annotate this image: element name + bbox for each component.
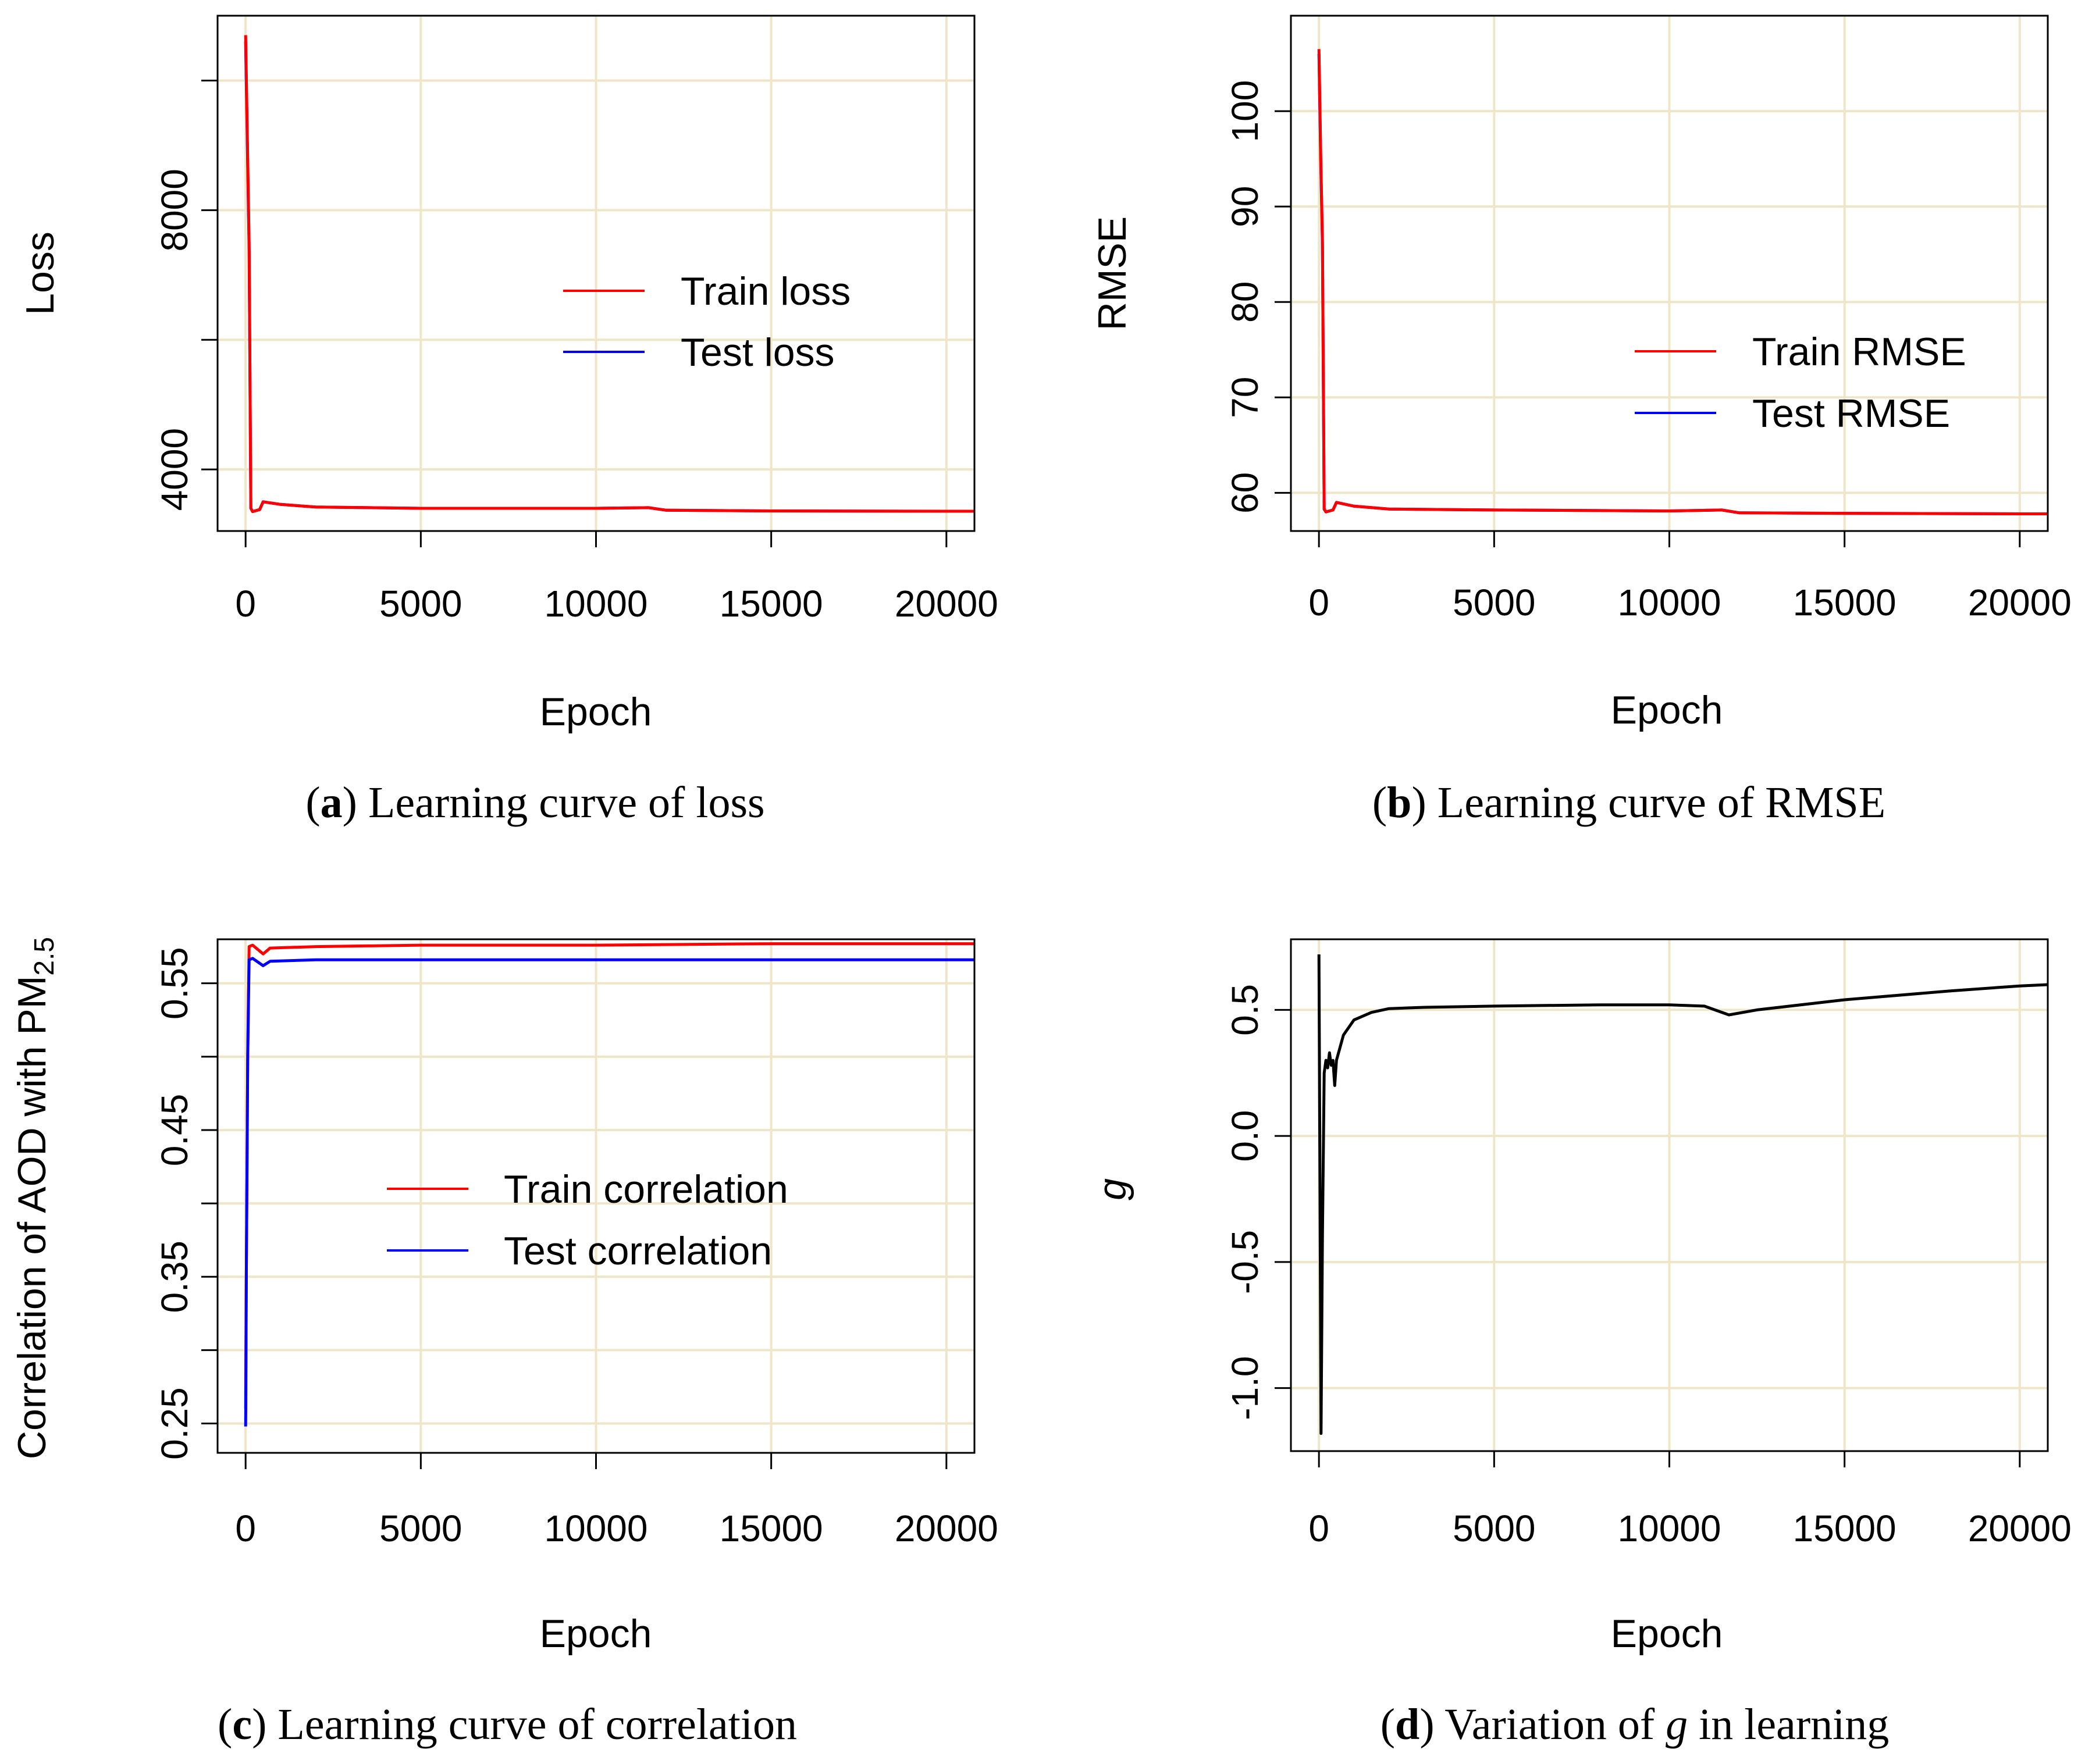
x-tick-label: 15000 — [1793, 582, 1897, 623]
x-tick-label: 0 — [235, 1508, 256, 1549]
series-line-train-loss — [244, 35, 974, 514]
y-tick-label: -1.0 — [1224, 1356, 1266, 1420]
legend-label-train-correlation: Train correlation — [504, 1167, 788, 1211]
panel-c-x-axis-title: Epoch — [540, 1612, 652, 1656]
panel-d-caption-label: d — [1395, 1700, 1419, 1749]
y-tick-label: 90 — [1224, 186, 1266, 227]
panel-c-y-axis-title: Correlation of AOD with PM2.5 — [10, 937, 60, 1459]
series-line-train-rmse — [1317, 49, 2048, 515]
x-tick-label: 5000 — [1453, 1508, 1535, 1549]
x-tick-label: 10000 — [545, 1508, 648, 1549]
x-tick-label: 0 — [1308, 582, 1329, 623]
legend-label-test-correlation: Test correlation — [504, 1229, 772, 1273]
panel-a-series — [244, 35, 974, 514]
panel-b-caption-text: Learning curve of RMSE — [1438, 778, 1885, 827]
y-tick-label: 0.35 — [154, 1241, 195, 1313]
y-tick-label: 8000 — [154, 169, 195, 251]
panel-b-series — [1317, 49, 2048, 515]
panel-a-x-axis-title: Epoch — [540, 690, 652, 734]
y-tick-label: 4000 — [154, 428, 195, 511]
panel-b-legend: Train RMSE Test RMSE — [1635, 330, 1966, 436]
x-tick-label: 10000 — [1618, 1508, 1721, 1549]
y-tick-label: 0.0 — [1224, 1110, 1266, 1162]
x-tick-label: 0 — [235, 583, 256, 625]
panel-d-g-variation-chart: 0 5000 10000 15000 20000 -1.0 -0.5 0.0 0.5 Epoc… — [1090, 938, 2072, 1749]
y-tick-label: 70 — [1224, 377, 1266, 418]
x-tick-label: 0 — [1308, 1508, 1329, 1549]
panel-a-caption-label: a — [321, 778, 343, 827]
panel-b-x-axis-title: Epoch — [1611, 688, 1723, 732]
panel-a-caption: (a) Learning curve of loss — [305, 778, 764, 827]
x-tick-label: 20000 — [1968, 582, 2072, 623]
panel-c-caption: (c) Learning curve of correlation — [218, 1700, 797, 1749]
series-line-test-correlation — [244, 957, 974, 1427]
y-tick-label: -0.5 — [1224, 1230, 1266, 1294]
x-tick-label: 20000 — [895, 583, 998, 625]
panel-a-grid — [218, 16, 974, 531]
panel-d-y-axis-title: g — [1090, 1178, 1134, 1200]
legend-label-test-loss: Test loss — [681, 330, 835, 375]
x-tick-label: 5000 — [379, 583, 462, 625]
series-line-test-rmse — [1317, 54, 2048, 515]
x-tick-label: 5000 — [1453, 582, 1535, 623]
panel-c-y-axis-title-main: Correlation of AOD with PM — [10, 976, 54, 1459]
y-tick-label: 0.25 — [154, 1387, 195, 1460]
panel-b-y-axis-title: RMSE — [1090, 216, 1134, 330]
panel-c-legend: Train correlation Test correlation — [387, 1167, 788, 1273]
panel-a-caption-text: Learning curve of loss — [368, 778, 765, 827]
panel-b-rmse-chart: 0 5000 10000 15000 20000 60 70 80 90 100 Epoch R… — [1090, 15, 2072, 827]
panel-c-caption-label: c — [232, 1700, 252, 1749]
series-line-test-loss — [244, 41, 974, 514]
panel-d-x-axis: 0 5000 10000 15000 20000 — [1308, 1451, 2072, 1549]
x-tick-label: 15000 — [1793, 1508, 1897, 1549]
panel-d-grid — [1291, 939, 2048, 1451]
panel-c-grid — [218, 939, 974, 1453]
panel-d-caption-text-after: in learning — [1688, 1700, 1889, 1749]
x-tick-label: 20000 — [895, 1508, 998, 1549]
panel-c-series — [244, 942, 974, 1427]
panel-c-x-axis: 0 5000 10000 15000 20000 — [235, 1453, 998, 1549]
series-line-g — [1317, 954, 2048, 1435]
panel-b-caption: (b) Learning curve of RMSE — [1372, 778, 1885, 827]
panel-b-y-axis: 60 70 80 90 100 — [1224, 80, 1291, 514]
y-tick-label: 80 — [1224, 281, 1266, 323]
panel-a-x-axis: 0 5000 10000 15000 20000 — [235, 531, 998, 625]
y-tick-label: 0.55 — [154, 947, 195, 1020]
panel-c-correlation-chart: 0 5000 10000 15000 20000 0.25 0.35 0.45 0.55 Ep… — [10, 937, 998, 1749]
panel-b-grid — [1291, 16, 2048, 531]
panel-d-x-axis-title: Epoch — [1611, 1612, 1723, 1656]
x-tick-label: 10000 — [1618, 582, 1721, 623]
panel-d-caption: (d) Variation of g in learning — [1380, 1700, 1890, 1749]
panel-d-caption-italic-g: g — [1666, 1700, 1688, 1749]
panel-a-legend: Train loss Test loss — [563, 269, 851, 375]
panel-a-y-axis-title: Loss — [18, 231, 62, 315]
legend-label-test-rmse: Test RMSE — [1752, 391, 1950, 436]
panel-b-x-axis: 0 5000 10000 15000 20000 — [1308, 531, 2072, 623]
panel-d-caption-text-before: Variation of — [1444, 1700, 1666, 1749]
panel-d-series — [1317, 954, 2048, 1435]
y-tick-label: 0.45 — [154, 1094, 195, 1167]
x-tick-label: 20000 — [1968, 1508, 2072, 1549]
y-tick-label: 100 — [1224, 80, 1266, 142]
legend-label-train-loss: Train loss — [681, 269, 851, 313]
x-tick-label: 5000 — [379, 1508, 462, 1549]
y-tick-label: 0.5 — [1224, 984, 1266, 1036]
panel-d-y-axis: -1.0 -0.5 0.0 0.5 — [1224, 984, 1291, 1420]
panel-b-caption-label: b — [1387, 778, 1411, 827]
x-tick-label: 15000 — [720, 1508, 823, 1549]
panel-c-y-axis: 0.25 0.35 0.45 0.55 — [154, 947, 218, 1460]
y-tick-label: 60 — [1224, 472, 1266, 514]
panel-c-y-axis-title-sub: 2.5 — [29, 937, 60, 976]
panel-c-caption-text: Learning curve of correlation — [277, 1700, 797, 1749]
legend-label-train-rmse: Train RMSE — [1752, 330, 1966, 374]
panel-a-loss-chart: 0 5000 10000 15000 20000 4000 8000 Epoch Loss… — [18, 15, 998, 827]
panel-a-y-axis: 4000 8000 — [154, 79, 218, 511]
x-tick-label: 15000 — [720, 583, 823, 625]
x-tick-label: 10000 — [545, 583, 648, 625]
